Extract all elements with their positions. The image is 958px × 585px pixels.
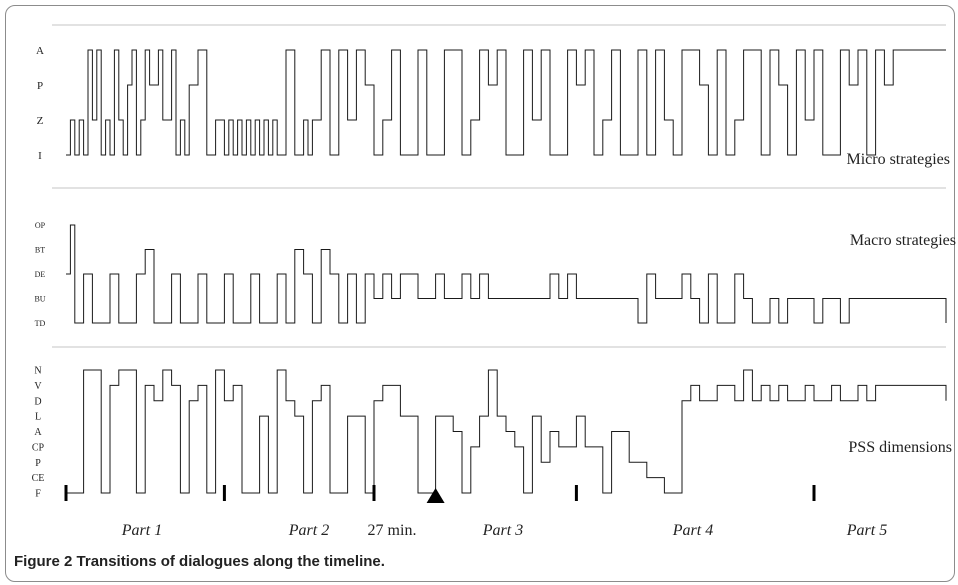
y-label-3-f: F bbox=[35, 489, 41, 500]
part-boundary-1 bbox=[64, 485, 68, 501]
x-label-1: Part 1 bbox=[121, 522, 162, 539]
strip-name-2: Macro strategies bbox=[850, 232, 956, 249]
series-line-2 bbox=[66, 224, 947, 324]
y-label-2-op: OP bbox=[35, 221, 46, 230]
caption-text: Transitions of dialogues along the timel… bbox=[76, 553, 385, 570]
y-label-3-n: N bbox=[34, 366, 41, 377]
x-label-3: 27 min. bbox=[368, 522, 417, 539]
y-label-2-bt: BT bbox=[35, 245, 45, 254]
x-label-4: Part 3 bbox=[482, 522, 523, 539]
series-traces bbox=[66, 49, 947, 494]
caption-label: Figure 2 bbox=[14, 553, 73, 570]
figure-caption: Figure 2 Transitions of dialogues along … bbox=[14, 553, 385, 570]
strip-name-3: PSS dimensions bbox=[848, 439, 952, 456]
y-label-3-l: L bbox=[35, 412, 41, 423]
strip-name-1: Micro strategies bbox=[846, 151, 950, 168]
y-label-2-bu: BU bbox=[34, 294, 45, 303]
y-label-2-td: TD bbox=[35, 319, 46, 328]
x-label-2: Part 2 bbox=[288, 522, 329, 539]
y-label-3-a: A bbox=[34, 427, 42, 438]
series-line-1 bbox=[66, 49, 946, 156]
y-label-1-p: P bbox=[37, 80, 43, 92]
part-boundary-4 bbox=[574, 485, 578, 501]
y-label-3-d: D bbox=[34, 396, 41, 407]
part-boundary-2 bbox=[222, 485, 226, 501]
y-label-2-de: DE bbox=[35, 270, 46, 279]
strip-names: Micro strategies Macro strategies PSS dime… bbox=[846, 151, 956, 456]
strip-dividers bbox=[52, 24, 946, 348]
y-label-1-z: Z bbox=[37, 115, 44, 127]
y-label-1-i: I bbox=[38, 150, 42, 162]
marker-triangle bbox=[426, 488, 445, 503]
y-label-1-a: A bbox=[36, 45, 44, 57]
x-label-5: Part 4 bbox=[672, 522, 713, 539]
y-label-3-v: V bbox=[34, 381, 42, 392]
y-label-3-p: P bbox=[35, 458, 41, 469]
part-markers bbox=[64, 485, 816, 503]
part-boundary-5 bbox=[812, 485, 816, 501]
y-label-3-ce: CE bbox=[32, 473, 45, 484]
part-boundary-3 bbox=[372, 485, 376, 501]
x-label-6: Part 5 bbox=[846, 522, 887, 539]
x-axis-labels: Part 1 Part 2 27 min. Part 3 Part 4 Part 5 bbox=[121, 522, 887, 539]
series-line-3 bbox=[66, 369, 947, 494]
y-label-3-cp: CP bbox=[32, 442, 45, 453]
